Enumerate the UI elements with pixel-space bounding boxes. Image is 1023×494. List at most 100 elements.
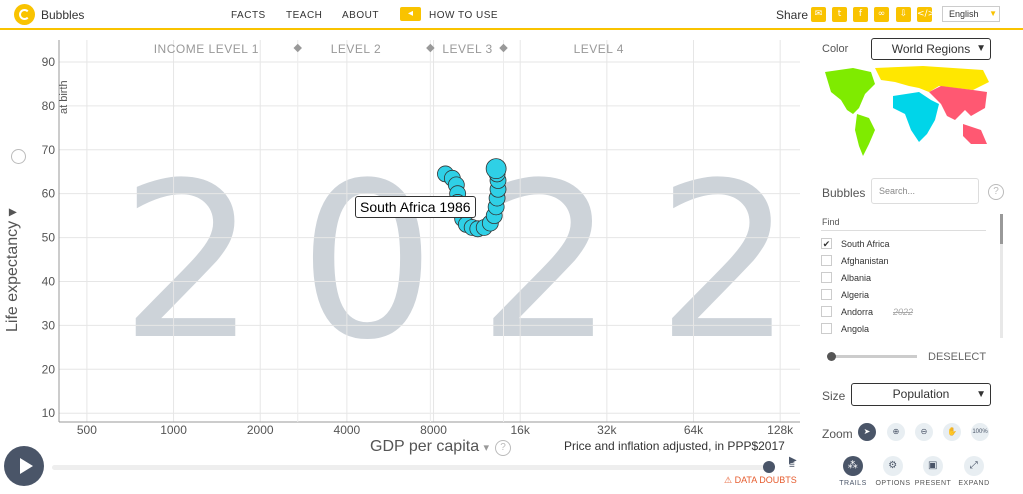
color-select[interactable]: World Regions ▼ [871,38,991,60]
how-to-use-link[interactable]: HOW TO USE [429,10,499,21]
bubble-south-africa[interactable] [485,158,507,180]
country-name: Albania [841,273,872,283]
country-name: South Africa [841,239,890,249]
bubble-tooltip: South Africa 1986 [355,196,476,218]
income-level-marker-icon [426,43,435,53]
language-select[interactable]: English ▼ [942,6,1000,22]
divider [821,230,986,231]
timeline-slider[interactable] [52,465,770,470]
chevron-down-icon: ▼ [989,9,997,18]
nav-facts[interactable]: FACTS [231,10,266,21]
x-tick-label: 64k [684,423,704,437]
color-label: Color [822,43,849,55]
opacity-slider[interactable] [833,355,917,358]
expand-button[interactable]: ⤢ EXPAND [954,456,994,487]
bubbles-help-icon[interactable]: ? [988,184,1004,200]
x-tick-label: 16k [511,423,531,437]
y-tick-label: 20 [42,362,56,376]
x-tick-label: 500 [77,423,97,437]
deselect-button[interactable]: DESELECT [928,351,987,363]
y-axis-label[interactable]: Life expectancy ▾ [4,208,21,332]
chart-plot-area: INCOME LEVEL 1 LEVEL 2 LEVEL 3 LEVEL 4 500 1… [42,40,800,437]
link-icon[interactable]: ∞ [874,7,889,22]
checkbox[interactable] [821,289,832,300]
y-axis-info-icon[interactable] [11,149,26,164]
y-tick-label: 80 [42,99,56,113]
country-name: Andorra [841,307,874,317]
zoom-in-icon[interactable]: ⊕ [887,423,905,441]
nav-teach[interactable]: TEACH [286,10,323,21]
size-label: Size [822,389,846,403]
present-icon: ▣ [923,456,943,476]
y-axis-sublabel: at birth [58,80,70,114]
x-axis-help-icon[interactable]: ? [495,440,511,456]
checkbox[interactable] [821,255,832,266]
size-select[interactable]: Population ▼ [851,383,991,406]
language-value: English [949,9,979,19]
income-level-marker-icon [293,43,302,53]
income-level-label: INCOME LEVEL 1 [154,42,259,56]
income-level-label: LEVEL 3 [442,42,492,56]
x-axis-label[interactable]: GDP per capita ▾ [370,438,490,455]
x-tick-label: 8000 [420,423,447,437]
bubbles-label: Bubbles [822,186,866,200]
y-tick-label: 90 [42,55,56,69]
opacity-handle[interactable] [827,352,836,361]
share-label: Share [776,8,809,22]
data-doubts-link[interactable]: ⚠ DATA DOUBTS [724,475,797,485]
scroll-thumb[interactable] [1000,214,1003,244]
x-tick-label: 2000 [247,423,274,437]
size-select-value: Population [892,387,950,401]
gear-icon: ⚙ [883,456,903,476]
expand-icon: ⤢ [964,456,984,476]
region-shape[interactable] [893,92,939,142]
dropdown-arrow-icon: ▼ [976,389,986,400]
pan-hand-icon[interactable]: ✋ [943,423,961,441]
search-input[interactable]: Search... [871,178,979,204]
checkbox[interactable] [821,306,832,317]
embed-icon[interactable]: </> [917,7,935,22]
income-level-marker-icon [499,43,508,53]
bubble-chart: 2022 INCOME LEVEL 1 LEVEL 2 LEVEL 3 LEVEL 4… [0,32,810,494]
mail-icon[interactable]: ✉ [811,7,826,22]
facebook-icon[interactable]: f [853,7,868,22]
region-shape[interactable] [875,66,989,92]
y-tick-label: 50 [42,231,56,245]
x-tick-label: 1000 [160,423,187,437]
income-level-label: LEVEL 4 [574,42,624,56]
twitter-icon[interactable]: t [832,7,847,22]
options-button[interactable]: ⚙ OPTIONS [873,456,913,487]
y-tick-label: 70 [42,143,56,157]
nav-about[interactable]: ABOUT [342,10,379,21]
y-tick-label: 30 [42,318,56,332]
top-bar: Bubbles FACTS TEACH ABOUT ◂ HOW TO USE S… [0,0,1023,30]
world-regions-map[interactable] [823,64,993,162]
x-tick-label: 128k [767,423,794,437]
country-name: Algeria [841,290,870,300]
y-tick-label: 40 [42,274,56,288]
gapminder-logo-icon[interactable] [14,4,35,25]
trails-icon: ⁂ [843,456,863,476]
region-shape[interactable] [929,86,987,144]
checkbox[interactable] [821,323,832,334]
how-to-use-arrow-icon[interactable]: ◂ [400,7,421,21]
zoom-label: Zoom [822,427,853,441]
play-button[interactable] [4,446,44,486]
color-select-value: World Regions [891,42,971,56]
country-year: 2022 [893,307,914,317]
checkbox-checked-icon[interactable]: ✔ [821,238,832,249]
checkbox[interactable] [821,272,832,283]
timeline-handle[interactable] [763,461,775,473]
download-icon[interactable]: ⇩ [896,7,911,22]
trails-button[interactable]: ⁂ TRAILS [833,456,873,487]
region-shape[interactable] [825,68,875,156]
hamburger-menu-icon[interactable]: ▶ ≡ [789,455,797,471]
zoom-out-icon[interactable]: ⊖ [915,423,933,441]
present-button[interactable]: ▣ PRESENT [913,456,953,487]
pointer-icon[interactable]: ➤ [858,423,876,441]
zoom-reset-button[interactable]: 100% [971,423,989,441]
list-scrollbar[interactable] [1000,214,1003,338]
country-name: Angola [841,324,870,334]
country-name: Afghanistan [841,256,889,266]
x-tick-label: 4000 [334,423,361,437]
